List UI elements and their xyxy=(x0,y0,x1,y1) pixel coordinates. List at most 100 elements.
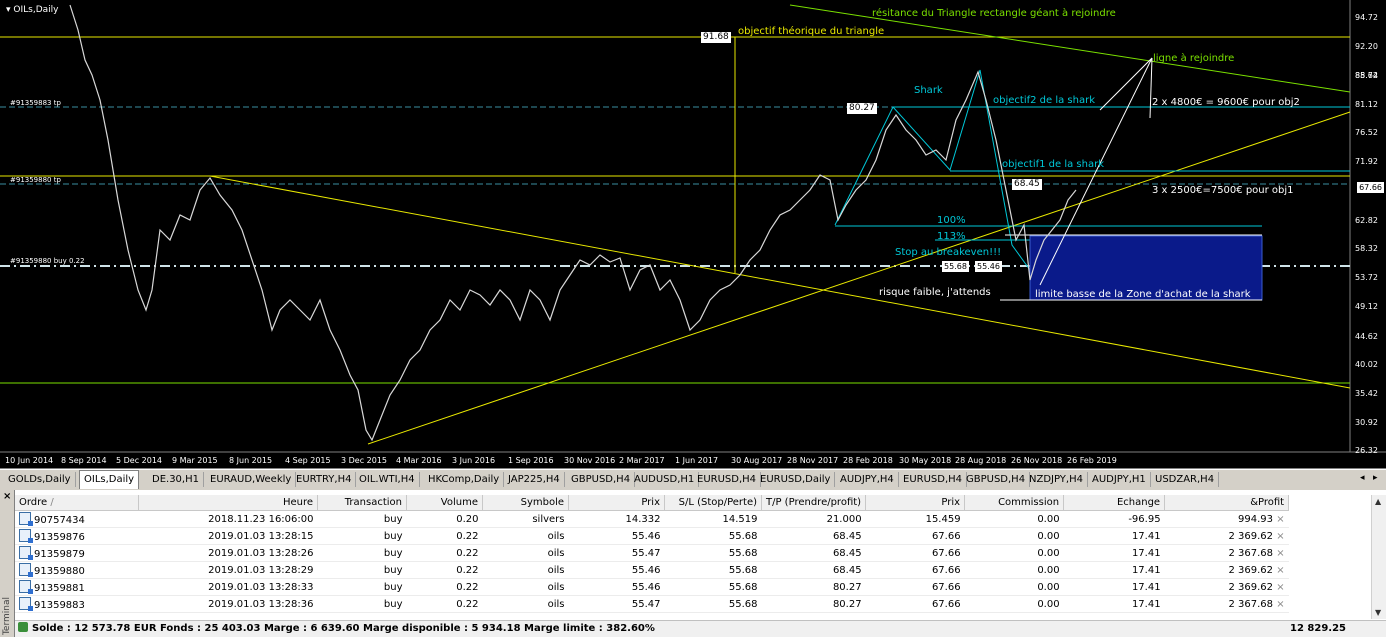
price-axis-label: 44.62 xyxy=(1355,332,1378,341)
time-axis-label: 26 Feb 2019 xyxy=(1067,456,1117,465)
tab-scroll-right-icon[interactable]: ▸ xyxy=(1373,473,1378,483)
terminal-sidebar: × Terminal xyxy=(0,490,15,637)
order-icon xyxy=(19,580,33,594)
tab-jap225-h4[interactable]: JAP225,H4 xyxy=(504,472,565,487)
price-axis-label: 88.74 xyxy=(1355,71,1378,80)
tab-golds-daily[interactable]: GOLDs,Daily xyxy=(4,472,76,487)
col-sl[interactable]: S/L (Stop/Perte) xyxy=(664,495,762,511)
close-order-icon[interactable]: × xyxy=(1273,530,1285,542)
tab-de-30-h1[interactable]: DE.30,H1 xyxy=(148,472,204,487)
order-cell: 0.00 xyxy=(964,510,1064,528)
close-order-icon[interactable]: × xyxy=(1273,513,1285,525)
annotation-objective: objectif théorique du triangle xyxy=(738,26,885,37)
tab-euraud-weekly[interactable]: EURAUD,Weekly xyxy=(206,472,297,487)
order-cell: 17.41 xyxy=(1063,578,1165,596)
price-box-entry: 55.46 xyxy=(975,261,1002,272)
order-cell: 55.47 xyxy=(568,595,665,613)
order-row[interactable]: 91359879 2019.01.03 13:28:26 buy 0.22 oils 55… xyxy=(15,544,1289,562)
scroll-up-icon[interactable]: ▲ xyxy=(1375,497,1382,506)
col-commission[interactable]: Commission xyxy=(964,495,1065,511)
tag-buy: #91359880 buy 0.22 xyxy=(10,257,85,265)
order-row[interactable]: 91359881 2019.01.03 13:28:33 buy 0.22 oils 55… xyxy=(15,578,1289,596)
order-row[interactable]: 91359876 2019.01.03 13:28:15 buy 0.22 oils 55… xyxy=(15,527,1289,545)
time-axis-label: 1 Jun 2017 xyxy=(675,456,719,465)
order-cell: 2019.01.03 13:28:26 xyxy=(138,544,318,562)
time-axis-label: 9 Mar 2015 xyxy=(172,456,218,465)
col-transaction[interactable]: Transaction xyxy=(317,495,407,511)
tab-oils-daily[interactable]: OILs,Daily xyxy=(79,470,140,489)
order-cell: 0.22 xyxy=(406,578,483,596)
price-box-sl: 55.68 xyxy=(942,261,969,272)
price-box-tp1: 68.45 xyxy=(1012,179,1042,190)
tab-eurusd-h4[interactable]: EURUSD,H4 xyxy=(693,472,762,487)
order-cell: 2019.01.03 13:28:29 xyxy=(138,561,318,579)
scroll-down-icon[interactable]: ▼ xyxy=(1375,608,1382,617)
order-cell: oils xyxy=(482,561,569,579)
annotation-ligne: ligne à rejoindre xyxy=(1153,53,1235,64)
col-price[interactable]: Prix xyxy=(568,495,665,511)
tab-oil-wti-h4[interactable]: OIL.WTI,H4 xyxy=(355,472,420,487)
terminal-close-icon[interactable]: × xyxy=(3,491,12,502)
tab-eurusd-daily[interactable]: EURUSD,Daily xyxy=(756,472,836,487)
col-volume[interactable]: Volume xyxy=(406,495,483,511)
price-chart[interactable]: ▾ OILs,Daily 94.72 92.20 88.74 85.62 81.12 76… xyxy=(0,0,1386,469)
time-axis-label: 10 Jun 2014 xyxy=(5,456,54,465)
time-axis-label: 30 Nov 2016 xyxy=(564,456,616,465)
order-cell: 2019.01.03 13:28:36 xyxy=(138,595,318,613)
order-cell: 0.22 xyxy=(406,527,483,545)
order-cell: 17.41 xyxy=(1063,527,1165,545)
col-order[interactable]: Ordre / xyxy=(15,495,139,511)
time-axis-label: 28 Aug 2018 xyxy=(955,456,1007,465)
order-cell: -96.95 xyxy=(1063,510,1165,528)
col-tp[interactable]: T/P (Prendre/profit) xyxy=(761,495,867,511)
tab-audusd-h1[interactable]: AUDUSD,H1 xyxy=(630,472,700,487)
chart-canvas xyxy=(0,0,1386,453)
tab-usdzar-h4[interactable]: USDZAR,H4 xyxy=(1151,472,1220,487)
time-axis-label: 2 Mar 2017 xyxy=(619,456,665,465)
terminal-scrollbar[interactable]: ▲ ▼ xyxy=(1371,495,1386,619)
col-swap[interactable]: Echange xyxy=(1063,495,1166,511)
order-cell: buy xyxy=(317,561,407,579)
order-id: 91359880 xyxy=(15,561,139,579)
close-order-icon[interactable]: × xyxy=(1273,547,1285,559)
col-profit[interactable]: &Profit xyxy=(1164,495,1290,511)
order-id: 91359876 xyxy=(15,527,139,545)
tab-eurtry-h4[interactable]: EURTRY,H4 xyxy=(292,472,357,487)
tab-nzdjpy-h4[interactable]: NZDJPY,H4 xyxy=(1025,472,1088,487)
col-symbol[interactable]: Symbole xyxy=(482,495,569,511)
order-row[interactable]: 90757434 2018.11.23 16:06:00 buy 0.20 silver… xyxy=(15,510,1289,528)
order-profit: 2 367.68 × xyxy=(1164,544,1289,562)
order-cell: buy xyxy=(317,527,407,545)
tab-gbpusd-h4[interactable]: GBPUSD,H4 xyxy=(567,472,636,487)
order-cell: 67.66 xyxy=(865,595,965,613)
order-cell: 0.00 xyxy=(964,527,1064,545)
tab-audjpy-h1[interactable]: AUDJPY,H1 xyxy=(1088,472,1151,487)
order-cell: oils xyxy=(482,595,569,613)
order-cell: buy xyxy=(317,510,407,528)
col-current-price[interactable]: Prix xyxy=(865,495,966,511)
time-axis-label: 30 Aug 2017 xyxy=(731,456,783,465)
tab-gbpusd-h4[interactable]: GBPUSD,H4 xyxy=(962,472,1031,487)
tab-eurusd-h4[interactable]: EURUSD,H4 xyxy=(899,472,968,487)
order-row[interactable]: 91359883 2019.01.03 13:28:36 buy 0.22 oils 55… xyxy=(15,595,1289,613)
close-order-icon[interactable]: × xyxy=(1273,598,1285,610)
tab-scroll-left-icon[interactable]: ◂ xyxy=(1360,473,1365,483)
time-axis-label: 28 Nov 2017 xyxy=(787,456,839,465)
order-row[interactable]: 91359880 2019.01.03 13:28:29 buy 0.22 oils 55… xyxy=(15,561,1289,579)
annotation-risk: risque faible, j'attends xyxy=(879,287,991,298)
time-axis-label: 8 Sep 2014 xyxy=(61,456,107,465)
account-summary: Solde : 12 573.78 EUR Fonds : 25 403.03 … xyxy=(32,623,655,634)
time-axis-label: 3 Jun 2016 xyxy=(452,456,496,465)
order-cell: 2019.01.03 13:28:15 xyxy=(138,527,318,545)
order-cell: 67.66 xyxy=(865,578,965,596)
triangle-upper-line xyxy=(209,175,1351,389)
order-cell: 80.27 xyxy=(761,595,866,613)
price-axis-label: 53.72 xyxy=(1355,273,1378,282)
tab-audjpy-h4[interactable]: AUDJPY,H4 xyxy=(836,472,899,487)
close-order-icon[interactable]: × xyxy=(1273,581,1285,593)
order-icon xyxy=(19,529,33,543)
col-time[interactable]: Heure xyxy=(138,495,318,511)
order-id: 91359881 xyxy=(15,578,139,596)
close-order-icon[interactable]: × xyxy=(1273,564,1285,576)
tab-hkcomp-daily[interactable]: HKComp,Daily xyxy=(424,472,505,487)
